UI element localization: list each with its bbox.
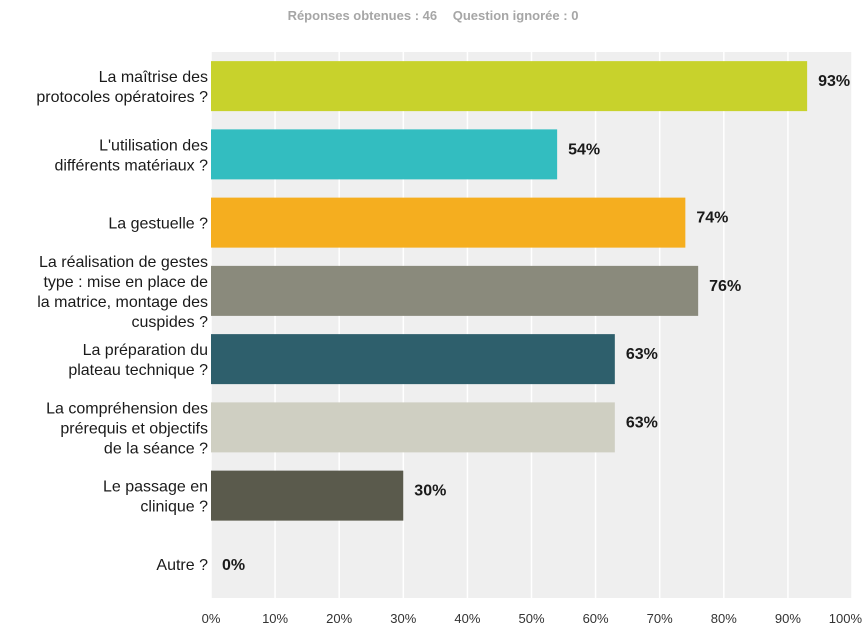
- responses-count: Réponses obtenues : 46: [287, 8, 438, 23]
- x-tick-label: 40%: [454, 611, 480, 626]
- category-label: La gestuelle ?: [108, 216, 208, 233]
- category-label: La maîtrise des: [99, 69, 208, 86]
- category-label: différents matériaux ?: [54, 157, 208, 174]
- x-tick-label: 70%: [647, 611, 673, 626]
- x-tick-label: 50%: [518, 611, 544, 626]
- category-label: cuspides ?: [132, 314, 209, 331]
- category-label: L'utilisation des: [99, 137, 208, 154]
- x-tick-label: 80%: [711, 611, 737, 626]
- bar: [211, 402, 615, 453]
- category-label: plateau technique ?: [68, 362, 208, 379]
- value-label: 76%: [709, 278, 741, 295]
- value-label: 63%: [626, 414, 658, 431]
- x-tick-label: 90%: [775, 611, 801, 626]
- x-tick-label: 20%: [326, 611, 352, 626]
- x-tick-label: 0%: [202, 611, 221, 626]
- category-label: type : mise en place de: [43, 274, 208, 291]
- bar: [211, 470, 404, 521]
- x-tick-label: 60%: [583, 611, 609, 626]
- value-label: 54%: [568, 141, 600, 158]
- survey-stats: Réponses obtenues : 46 Question ignorée …: [0, 8, 866, 23]
- x-tick-label: 10%: [262, 611, 288, 626]
- category-label: Autre ?: [156, 557, 208, 574]
- category-label: La réalisation de gestes: [39, 254, 208, 271]
- x-tick-label: 100%: [829, 611, 863, 626]
- category-label: clinique ?: [140, 499, 208, 516]
- category-label: Le passage en: [103, 479, 208, 496]
- category-label: la matrice, montage des: [37, 294, 208, 311]
- bar: [211, 129, 558, 180]
- value-label: 74%: [696, 210, 728, 227]
- ignored-count: Question ignorée : 0: [452, 8, 579, 23]
- category-label: prérequis et objectifs: [60, 420, 208, 437]
- value-label: 93%: [818, 73, 850, 90]
- value-label: 30%: [414, 483, 446, 500]
- x-tick-label: 30%: [390, 611, 416, 626]
- category-label: La compréhension des: [46, 400, 208, 417]
- category-label: protocoles opératoires ?: [36, 89, 208, 106]
- value-label: 0%: [222, 557, 245, 574]
- bar: [211, 61, 808, 112]
- category-label: de la séance ?: [104, 440, 208, 457]
- bar: [211, 265, 699, 316]
- bar: [211, 197, 686, 248]
- bar: [211, 334, 615, 385]
- value-label: 63%: [626, 346, 658, 363]
- category-label: La préparation du: [83, 342, 208, 359]
